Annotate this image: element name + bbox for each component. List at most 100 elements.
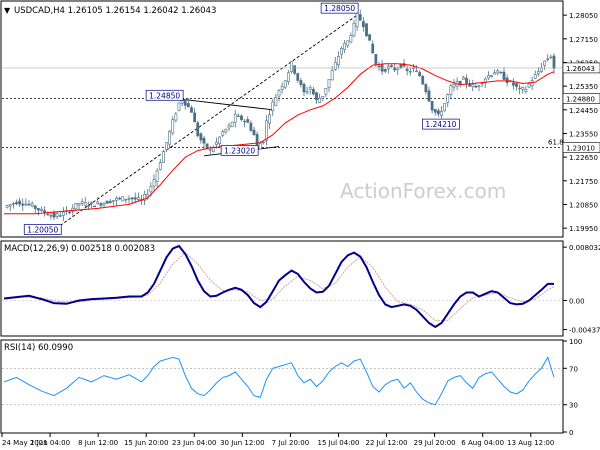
pivot-annotation-label: 1.23020 [224, 146, 255, 155]
candle-body [186, 103, 190, 108]
candle-body [180, 100, 184, 104]
candle-body [418, 72, 422, 77]
candle-body [252, 129, 256, 135]
candle-body [383, 69, 387, 72]
candle-body [265, 120, 268, 141]
candle-body [336, 56, 340, 66]
candle-body [405, 68, 409, 72]
candle-body [393, 67, 397, 71]
pivot-annotation-box [23, 224, 62, 235]
candle-body [518, 87, 522, 90]
candle-body [286, 72, 290, 82]
candle-body [502, 71, 506, 80]
macd-tick-label: 0.008032 [569, 244, 600, 252]
candle-body [361, 21, 365, 27]
fib-level-label: 61.8 [548, 139, 564, 147]
candle-body [443, 103, 447, 112]
candle-body [430, 101, 434, 111]
candle-body [499, 71, 503, 74]
macd-main-line [3, 244, 554, 329]
candle-body [146, 194, 150, 198]
candle-body [427, 90, 431, 102]
candle-body [493, 72, 497, 75]
price-panel[interactable]: ▼ USDCAD,H4 1.26105 1.26154 1.26042 1.26… [0, 0, 600, 238]
pivot-annotation-label: 1.24850 [149, 91, 180, 100]
candle-body [496, 70, 500, 74]
dropdown-arrow-icon[interactable]: ▼ [4, 6, 11, 15]
candle-body [93, 205, 97, 208]
candle-body [77, 203, 81, 206]
candle-body [108, 200, 112, 204]
rsi-tick-label: 70 [569, 365, 578, 373]
price-tick-label: 1.27150 [569, 36, 598, 44]
candle-body [340, 48, 343, 55]
candle-body [130, 197, 134, 200]
macd-tick-label: -0.004379 [569, 327, 600, 335]
candle-body [49, 215, 53, 217]
watermark: ActionForex.com [340, 179, 506, 203]
macd-tick-label: 0.00 [569, 297, 585, 305]
candle-body [299, 80, 303, 85]
candle-body [321, 96, 325, 99]
candle-body [399, 64, 403, 68]
candle-body [83, 202, 87, 206]
pivot-annotation-box [145, 89, 184, 101]
candle-body [530, 80, 534, 87]
candle-body [40, 208, 43, 211]
time-tick-label: 29 Jul 20:00 [414, 439, 456, 447]
price-tick-label: 1.25350 [569, 83, 598, 91]
candle-body [477, 85, 481, 87]
candle-body [268, 114, 272, 124]
candle-body [240, 115, 243, 121]
candle-body [246, 119, 250, 123]
dashed-trendline [59, 14, 358, 226]
candle-body [505, 77, 509, 83]
candle-body [527, 83, 531, 88]
candle-body [18, 200, 22, 205]
moving-average [4, 63, 555, 215]
candle-body [533, 74, 537, 79]
rsi-panel[interactable]: RSI(14) 60.0990 100 70 30 0 [0, 338, 582, 437]
rsi-lines [2, 356, 562, 406]
candle-body [552, 55, 556, 69]
candle-body [330, 70, 334, 81]
macd-signal-line [3, 251, 555, 321]
candle-body [324, 88, 328, 95]
time-tick-label: 13 Aug 12:00 [507, 439, 554, 447]
candle-body [452, 83, 456, 88]
candle-body [5, 205, 9, 208]
candle-body [71, 207, 75, 212]
candle-body [158, 162, 162, 170]
candle-body [440, 111, 443, 116]
candle-body [124, 198, 128, 201]
candle-body [377, 65, 381, 68]
pivot-annotation-box [422, 118, 460, 130]
candle-body [421, 75, 425, 85]
candle-body [133, 197, 137, 200]
candle-body [221, 131, 225, 136]
candle-body [183, 99, 187, 106]
candle-body [155, 170, 159, 182]
level-price-label: 1.24880 [566, 95, 595, 103]
rsi-tick-label: 100 [569, 338, 582, 346]
price-panel-header: USDCAD,H4 1.26105 1.26154 1.26042 1.2604… [14, 6, 216, 16]
price-tick-label: 1.22650 [569, 154, 598, 162]
rsi-line [3, 356, 555, 406]
candle-body [480, 82, 484, 85]
candle-body [486, 75, 490, 79]
macd-panel[interactable]: MACD(12,26,9) 0.002518 0.002083 0.008032… [0, 240, 600, 337]
macd-axis: 0.008032 0.00 -0.004379 [563, 244, 600, 335]
candle-body [355, 12, 359, 28]
candle-body [305, 90, 309, 94]
candle-body [208, 149, 212, 151]
candle-body [449, 85, 453, 95]
candle-body [277, 90, 281, 97]
candle-body [343, 43, 347, 50]
candle-body [99, 203, 103, 206]
time-tick-label: 15 Jul 04:00 [317, 439, 359, 447]
candle-body [8, 204, 12, 207]
candle-body [308, 87, 312, 90]
